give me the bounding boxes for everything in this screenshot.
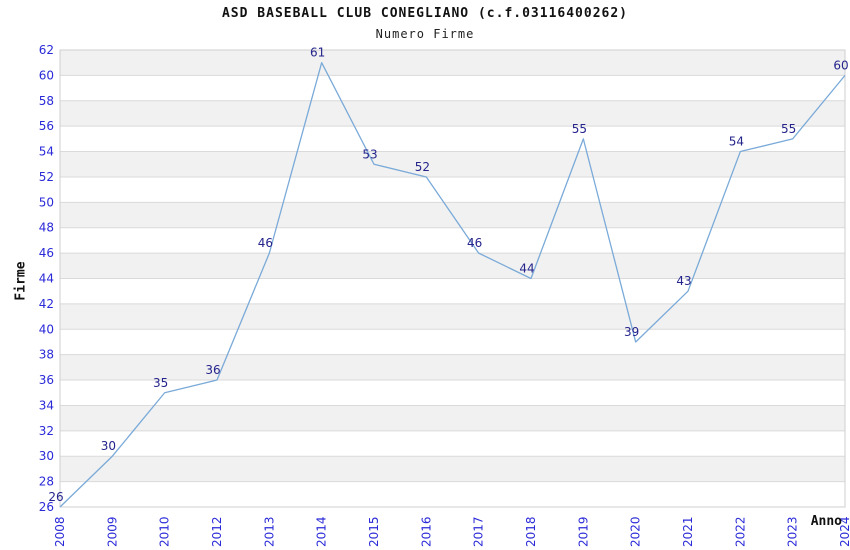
y-tick-label: 52 (39, 170, 54, 184)
x-tick-label: 2021 (681, 516, 695, 547)
grid-band (60, 405, 845, 431)
x-tick-label: 2024 (838, 516, 850, 547)
point-label: 30 (101, 439, 116, 453)
point-label: 26 (48, 490, 63, 504)
point-label: 44 (519, 262, 534, 276)
grid-band (60, 253, 845, 279)
y-tick-label: 34 (39, 398, 54, 412)
grid-band (60, 430, 845, 457)
x-tick-label: 2023 (786, 516, 800, 547)
x-tick-label: 2016 (419, 516, 433, 547)
y-tick-label: 54 (39, 145, 54, 159)
x-tick-label: 2020 (629, 516, 643, 547)
y-tick-label: 36 (39, 373, 54, 387)
y-tick-label: 38 (39, 348, 54, 362)
x-axis-title: Anno (810, 514, 842, 529)
y-tick-label: 32 (39, 424, 54, 438)
point-label: 54 (729, 135, 744, 149)
y-tick-label: 42 (39, 297, 54, 311)
grid-band (60, 456, 845, 482)
x-tick-label: 2010 (158, 516, 172, 547)
y-tick-label: 50 (39, 195, 54, 209)
y-tick-label: 58 (39, 94, 54, 108)
plot-border (59, 49, 846, 508)
chart-subtitle: Numero Firme (375, 27, 475, 41)
point-label: 36 (205, 363, 220, 377)
grid-band (60, 126, 845, 152)
point-label: 46 (258, 236, 273, 250)
y-tick-label: 30 (39, 449, 54, 463)
x-tick-label: 2012 (210, 516, 224, 547)
y-tick-label: 56 (39, 119, 54, 133)
grid-band (60, 176, 845, 203)
y-tick-label: 28 (39, 475, 54, 489)
point-label: 35 (153, 376, 168, 390)
point-label: 46 (467, 236, 482, 250)
x-tick-label: 2018 (524, 516, 538, 547)
x-tick-label: 2022 (733, 516, 747, 547)
y-tick-label: 62 (39, 43, 54, 57)
chart-title: ASD BASEBALL CLUB CONEGLIANO (c.f.031164… (221, 6, 629, 21)
point-label: 43 (676, 274, 691, 288)
grid-band (60, 380, 845, 406)
grid-band (60, 329, 845, 355)
x-tick-label: 2013 (262, 516, 276, 547)
point-label: 52 (415, 160, 430, 174)
x-tick-label: 2019 (576, 516, 590, 547)
point-label: 61 (310, 46, 325, 60)
y-tick-label: 48 (39, 221, 54, 235)
grid-band (60, 354, 845, 381)
x-tick-label: 2009 (105, 516, 119, 547)
y-tick-label: 44 (39, 272, 54, 286)
grid-band (60, 227, 845, 254)
grid-band (60, 100, 845, 127)
x-tick-label: 2014 (315, 516, 329, 547)
grid-band (60, 303, 845, 330)
point-label: 53 (362, 147, 377, 161)
point-label: 60 (833, 58, 848, 72)
x-tick-label: 2008 (53, 516, 67, 547)
grid-band (60, 50, 845, 76)
grid-band (60, 278, 845, 304)
grid-band (60, 151, 845, 177)
y-tick-label: 46 (39, 246, 54, 260)
series-line (59, 62, 846, 508)
point-label: 39 (624, 325, 639, 339)
y-tick-label: 26 (39, 500, 54, 514)
x-tick-label: 2017 (472, 516, 486, 547)
y-tick-label: 40 (39, 322, 54, 336)
point-label: 55 (572, 122, 587, 136)
grid-band (60, 481, 845, 507)
x-tick-label: 2015 (367, 516, 381, 547)
y-axis-title: Firme (13, 261, 29, 301)
point-label: 55 (781, 122, 796, 136)
grid-band (60, 75, 845, 101)
y-tick-label: 60 (39, 68, 54, 82)
